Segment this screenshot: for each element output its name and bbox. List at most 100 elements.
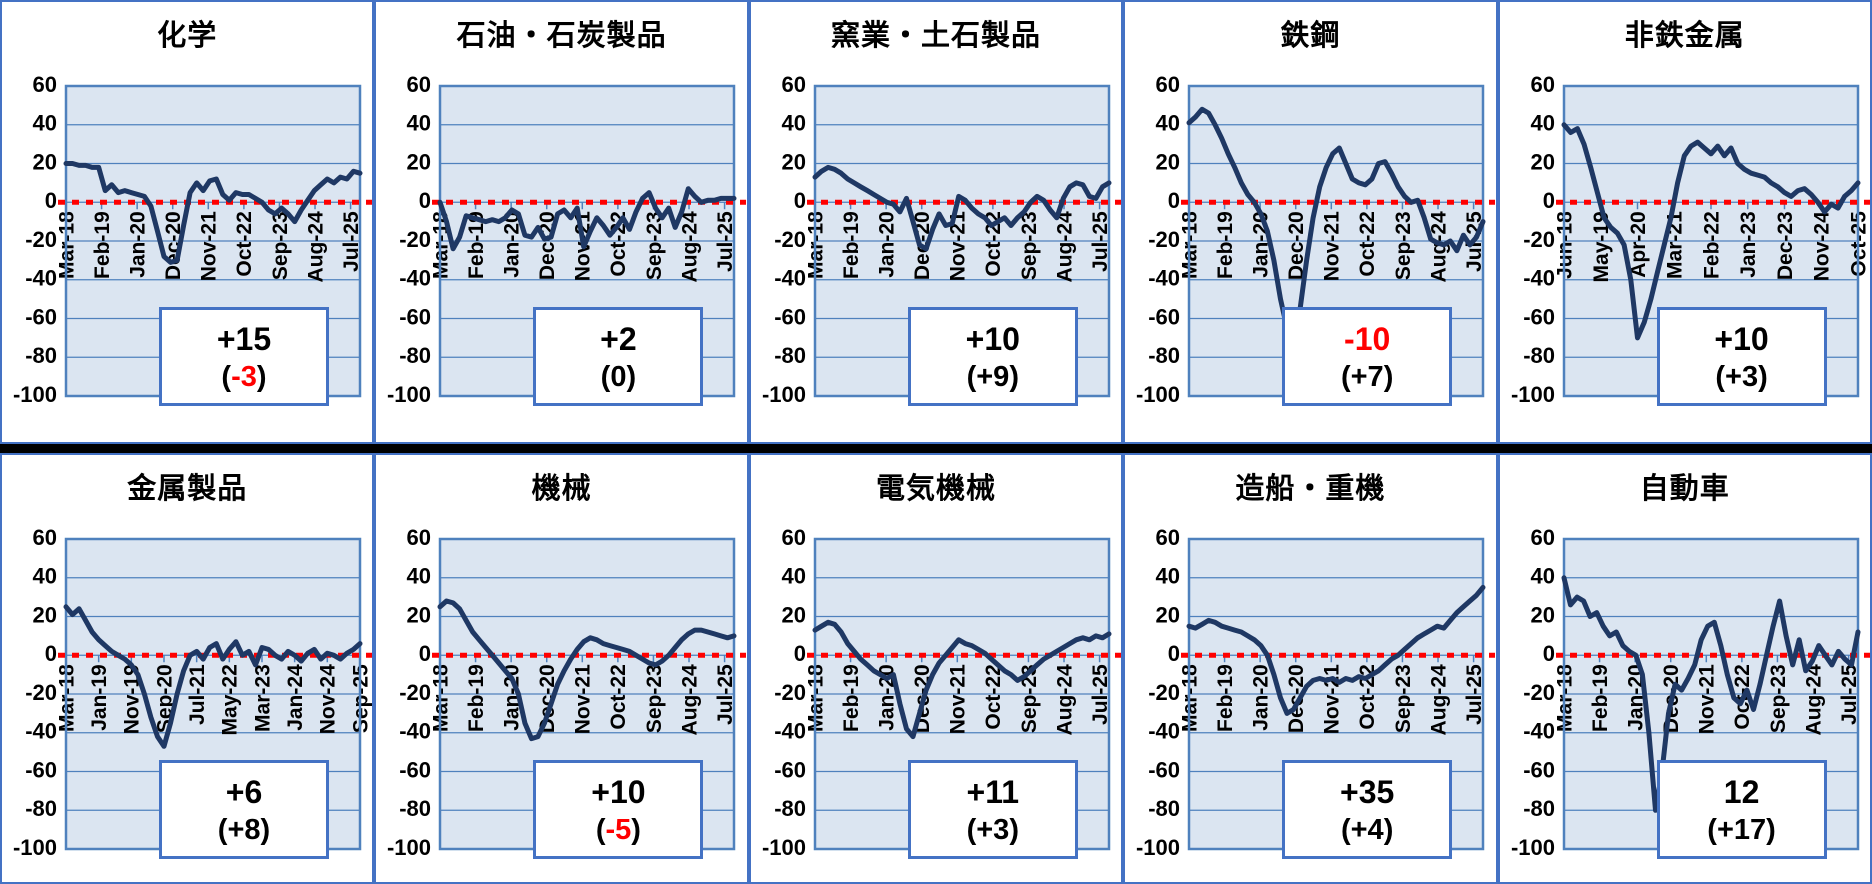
y-axis-label: -80 bbox=[774, 796, 806, 821]
y-axis-label: 60 bbox=[33, 72, 57, 97]
y-axis-label: 20 bbox=[407, 602, 431, 627]
y-axis-label: -40 bbox=[400, 266, 432, 291]
y-axis-label: -20 bbox=[1523, 680, 1555, 705]
current-value: +10 bbox=[1714, 320, 1769, 357]
chart-title: 石油・石炭製品 bbox=[456, 20, 667, 52]
y-axis-label: 60 bbox=[781, 72, 805, 97]
y-axis-label: -80 bbox=[25, 343, 57, 368]
x-axis-label: Dec-23 bbox=[1773, 211, 1796, 280]
chart-cell: 化学 60 40 20 0 -20 -40 -60 -80 -100 Mar-18 Feb-19 Ja… bbox=[0, 0, 375, 444]
x-axis-label: Jan-23 bbox=[1737, 211, 1760, 278]
x-axis-label: Nov-21 bbox=[1695, 664, 1718, 734]
y-axis-label: -40 bbox=[1523, 266, 1555, 291]
y-axis-label: -80 bbox=[1148, 796, 1180, 821]
value-box: +6 (+8) bbox=[159, 760, 329, 859]
y-axis-label: -60 bbox=[1148, 757, 1180, 782]
x-axis-label: May-19 bbox=[1590, 211, 1613, 282]
y-axis-label: 0 bbox=[1168, 641, 1180, 666]
chart-row-2: 金属製品 60 40 20 0 -20 -40 -60 -80 -100 Mar-18 Jan-19… bbox=[0, 453, 1872, 884]
x-axis-label: Feb-19 bbox=[840, 664, 863, 732]
y-axis-label: 40 bbox=[407, 111, 431, 136]
chart-cell: 自動車 60 40 20 0 -20 -40 -60 -80 -100 Mar-18 Feb-19 J… bbox=[1497, 453, 1872, 884]
x-axis-label: Jan-20 bbox=[1250, 664, 1273, 731]
previous-change: (-5) bbox=[595, 813, 641, 846]
y-axis-label: 60 bbox=[407, 525, 431, 550]
series-line bbox=[437, 186, 737, 252]
y-axis-label: -40 bbox=[774, 266, 806, 291]
y-axis-label: -60 bbox=[1523, 757, 1555, 782]
y-axis-label: -60 bbox=[774, 304, 806, 329]
y-axis-label: 20 bbox=[781, 602, 805, 627]
x-axis-label: Jul-25 bbox=[714, 664, 737, 725]
y-axis-label: -60 bbox=[1148, 304, 1180, 329]
series-line bbox=[1186, 584, 1486, 716]
y-axis-label: -60 bbox=[400, 304, 432, 329]
x-axis-label: Jan-24 bbox=[284, 664, 307, 731]
x-axis-label: Mar-21 bbox=[1663, 211, 1686, 279]
x-axis-label: Jul-25 bbox=[340, 211, 363, 272]
x-axis-label: Jan-20 bbox=[501, 211, 524, 278]
series-line bbox=[63, 604, 363, 749]
y-axis-label: -100 bbox=[762, 382, 806, 407]
y-axis-label: -20 bbox=[1148, 680, 1180, 705]
y-axis-label: 40 bbox=[33, 111, 57, 136]
current-value: -10 bbox=[1344, 320, 1391, 357]
x-axis-label: Sep-23 bbox=[643, 211, 666, 280]
y-axis-label: -40 bbox=[25, 266, 57, 291]
series-line bbox=[1561, 575, 1861, 813]
x-axis-label: Sep-23 bbox=[1392, 211, 1415, 280]
y-axis-label: -40 bbox=[1148, 719, 1180, 744]
value-box: +10 (-5) bbox=[533, 760, 704, 859]
y-axis-label: 40 bbox=[1156, 111, 1180, 136]
previous-change: (+4) bbox=[1340, 813, 1394, 846]
y-axis-label: 0 bbox=[419, 188, 431, 213]
value-box: +10 (+3) bbox=[1656, 307, 1827, 406]
y-axis-label: 0 bbox=[419, 641, 431, 666]
x-axis-label: Nov-21 bbox=[572, 664, 595, 734]
x-axis-label: Jan-20 bbox=[875, 211, 898, 278]
x-axis-label: Sep-23 bbox=[269, 211, 292, 280]
x-axis-label: Feb-19 bbox=[1214, 664, 1237, 732]
x-axis-label: Dec-20 bbox=[1285, 664, 1308, 733]
x-axis-label: Jul-21 bbox=[186, 664, 209, 725]
chart-cell: 金属製品 60 40 20 0 -20 -40 -60 -80 -100 Mar-18 Jan-19… bbox=[0, 453, 375, 884]
y-axis-label: -20 bbox=[774, 227, 806, 252]
y-axis-label: -100 bbox=[762, 835, 806, 860]
y-axis-label: 40 bbox=[781, 564, 805, 589]
chart-cell: 非鉄金属 60 40 20 0 -20 -40 -60 -80 -100 Jun-18 May-19… bbox=[1497, 0, 1872, 444]
y-axis-label: -40 bbox=[1148, 266, 1180, 291]
previous-change: (-3) bbox=[221, 360, 267, 393]
x-axis-label: Jan-20 bbox=[126, 211, 149, 278]
x-axis-label: Feb-19 bbox=[465, 211, 488, 279]
chart-title: 金属製品 bbox=[127, 473, 248, 505]
x-axis-label: Jan-19 bbox=[88, 664, 111, 731]
y-axis-label: 0 bbox=[45, 188, 57, 213]
series-line bbox=[1186, 106, 1486, 341]
x-axis-label: Nov-21 bbox=[198, 211, 221, 281]
y-axis-label: -20 bbox=[25, 227, 57, 252]
x-axis-label: Aug-24 bbox=[679, 664, 702, 735]
y-axis-label: 0 bbox=[794, 641, 806, 666]
x-axis-label: Aug-24 bbox=[1053, 211, 1076, 282]
y-axis-label: 20 bbox=[781, 149, 805, 174]
x-axis-label: Nov-21 bbox=[946, 211, 969, 281]
x-axis-label: Dec-20 bbox=[1285, 211, 1308, 280]
chart-title: 非鉄金属 bbox=[1624, 20, 1745, 52]
y-axis-label: -100 bbox=[13, 382, 57, 407]
previous-change: (+3) bbox=[1715, 360, 1768, 393]
x-axis-label: Sep-23 bbox=[643, 664, 666, 733]
chart-cell: 鉄鋼 60 40 20 0 -20 -40 -60 -80 -100 Mar-18 Feb-19 Ja… bbox=[1123, 0, 1498, 444]
series-line bbox=[812, 619, 1112, 740]
x-axis-label: Feb-19 bbox=[465, 664, 488, 732]
x-axis-label: Nov-21 bbox=[1321, 211, 1344, 281]
x-axis-label: Oct-22 bbox=[1356, 211, 1379, 276]
current-value: +10 bbox=[591, 773, 646, 810]
current-value: +11 bbox=[966, 773, 1020, 810]
x-axis-label: Sep-23 bbox=[1766, 664, 1789, 733]
x-axis-label: Jul-25 bbox=[1838, 664, 1861, 725]
y-axis-label: 60 bbox=[1530, 72, 1554, 97]
x-axis-label: Nov-24 bbox=[1810, 211, 1833, 281]
y-axis-label: 40 bbox=[1530, 564, 1554, 589]
y-axis-label: -100 bbox=[387, 835, 431, 860]
